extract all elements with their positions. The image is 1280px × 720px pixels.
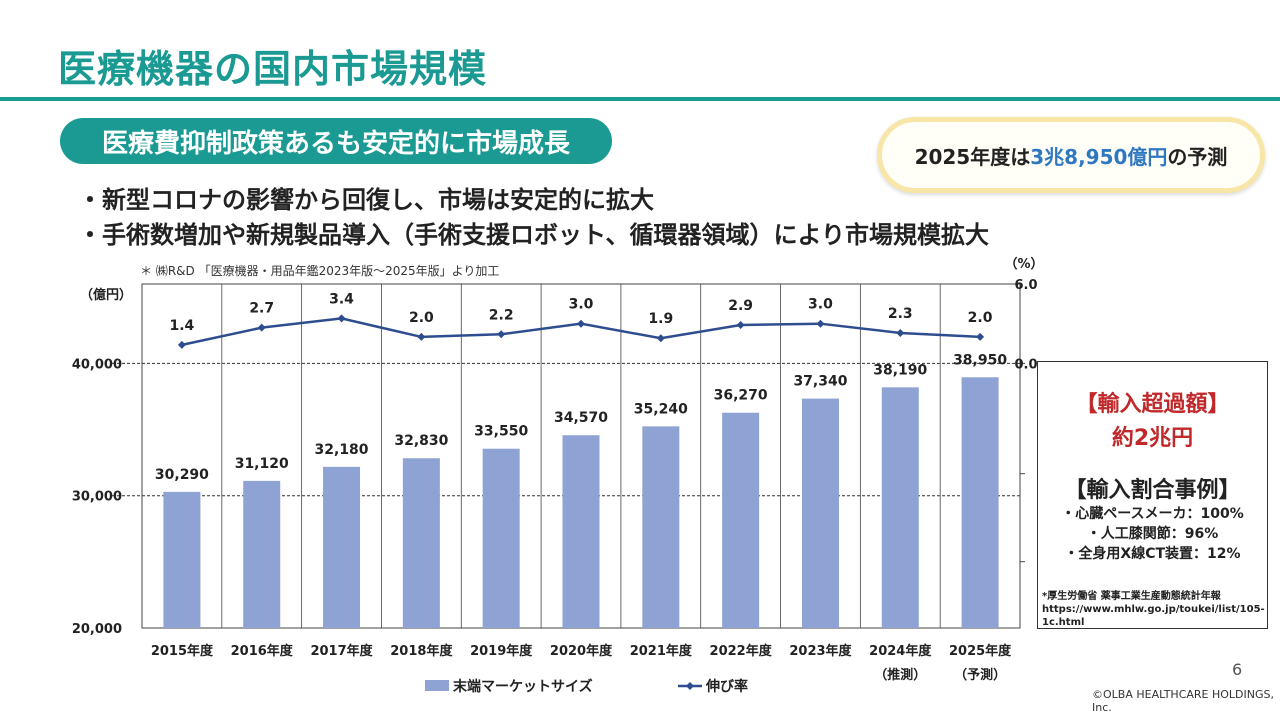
x-tick-label: 2016年度 bbox=[231, 643, 294, 659]
import-ratio-item: ・全身用X線CT装置：12% bbox=[1064, 546, 1241, 562]
bar bbox=[163, 491, 201, 628]
growth-rate-marker bbox=[976, 332, 985, 341]
y-right-tick-label: 0.0 bbox=[1014, 357, 1037, 372]
bar-data-label: 34,570 bbox=[554, 410, 608, 426]
import-sidebox: 【輸入超過額】 約2兆円 【輸入割合事例】 ・心臓ペースメーカ：100% ・人工… bbox=[1037, 361, 1268, 629]
page-number: 6 bbox=[1232, 660, 1243, 679]
bar-data-label: 32,830 bbox=[394, 433, 448, 449]
growth-rate-label: 2.2 bbox=[489, 307, 514, 323]
x-tick-label: 2025年度 bbox=[949, 643, 1012, 659]
x-tick-label: 2021年度 bbox=[630, 643, 693, 659]
legend-bar-swatch bbox=[425, 680, 449, 691]
growth-rate-marker bbox=[177, 340, 186, 349]
title-rule bbox=[0, 97, 1280, 101]
source-note: ＊ ㈱R&D 「医療機器・用品年鑑2023年版〜2025年版」より加工 bbox=[140, 264, 500, 278]
growth-rate-label: 2.0 bbox=[409, 310, 434, 326]
copyright: ©OLBA HEALTHCARE HOLDINGS, Inc. bbox=[1092, 688, 1275, 714]
y-right-axis-label: （%） bbox=[1004, 256, 1043, 272]
sidebox-source-url: https://www.mhlw.go.jp/toukei/list/105-1… bbox=[1042, 604, 1265, 628]
x-tick-label: 2015年度 bbox=[151, 643, 214, 659]
bar-data-label: 33,550 bbox=[474, 424, 528, 440]
bar-data-label: 37,340 bbox=[793, 374, 847, 390]
bar bbox=[881, 387, 919, 628]
x-tick-label: 2024年度 bbox=[869, 643, 932, 659]
growth-rate-marker bbox=[816, 319, 825, 328]
growth-rate-label: 2.3 bbox=[888, 306, 913, 322]
bar-data-label: 38,950 bbox=[953, 352, 1007, 368]
x-tick-label: 2022年度 bbox=[710, 643, 773, 659]
x-tick-label: 2023年度 bbox=[789, 643, 852, 659]
forecast-callout: 2025年度は 3兆8,950億円 の予測 bbox=[877, 117, 1265, 193]
x-tick-label: 2017年度 bbox=[310, 643, 373, 659]
import-excess-heading: 【輸入超過額】 bbox=[1075, 392, 1230, 417]
x-tick-label: 2019年度 bbox=[470, 643, 533, 659]
growth-rate-marker bbox=[257, 323, 266, 332]
growth-rate-label: 3.0 bbox=[569, 297, 594, 313]
bar-data-label: 35,240 bbox=[634, 401, 688, 417]
legend-line-marker bbox=[686, 682, 694, 690]
growth-rate-label: 3.4 bbox=[329, 291, 354, 307]
bar bbox=[961, 377, 999, 628]
y-left-tick-label: 40,000 bbox=[72, 357, 122, 372]
growth-rate-marker bbox=[656, 334, 665, 343]
y-left-axis-label: （億円） bbox=[80, 287, 132, 303]
legend-line-label: 伸び率 bbox=[705, 678, 748, 695]
bar-data-label: 30,290 bbox=[155, 467, 209, 483]
callout-suffix: の予測 bbox=[1167, 144, 1228, 169]
bullet-2: ・手術数増加や新規製品導入（手術支援ロボット、循環器領域）により市場規模拡大 bbox=[78, 221, 990, 249]
bullet-1: ・新型コロナの影響から回復し、市場は安定的に拡大 bbox=[78, 186, 654, 214]
growth-rate-label: 2.7 bbox=[249, 301, 274, 317]
growth-rate-label: 2.9 bbox=[728, 298, 753, 314]
callout-prefix: 2025年度は bbox=[914, 144, 1031, 169]
growth-rate-label: 1.4 bbox=[170, 318, 195, 334]
growth-rate-marker bbox=[497, 330, 506, 339]
x-tick-label: 2020年度 bbox=[550, 643, 613, 659]
legend-bar-label: 末端マーケットサイズ bbox=[453, 678, 593, 695]
callout-highlight: 3兆8,950億円 bbox=[1030, 144, 1168, 169]
page-title: 医療機器の国内市場規模 bbox=[58, 47, 488, 91]
x-tick-note: （予測） bbox=[954, 667, 1006, 683]
bar-data-label: 31,120 bbox=[235, 456, 289, 472]
growth-rate-marker bbox=[736, 321, 745, 330]
bar-data-label: 32,180 bbox=[315, 442, 369, 458]
sidebox-source: *厚生労働省 薬事工業生産動態統計年報 bbox=[1042, 591, 1221, 602]
bar bbox=[562, 435, 600, 628]
bar bbox=[482, 448, 520, 628]
bar bbox=[323, 466, 361, 628]
growth-rate-marker bbox=[337, 314, 346, 323]
growth-rate-marker bbox=[577, 319, 585, 328]
import-ratio-heading: 【輸入割合事例】 bbox=[1064, 478, 1241, 503]
bar bbox=[722, 412, 760, 628]
bar bbox=[243, 480, 281, 628]
growth-rate-label: 1.9 bbox=[648, 311, 673, 327]
bar bbox=[642, 426, 680, 628]
import-ratio-item: ・人工膝関節：96% bbox=[1086, 526, 1219, 542]
import-ratio-item: ・心臓ペースメーカ：100% bbox=[1061, 506, 1244, 522]
y-left-tick-label: 30,000 bbox=[72, 490, 122, 505]
growth-rate-label: 3.0 bbox=[808, 297, 833, 313]
headline-pill: 医療費抑制政策あるも安定的に市場成長 bbox=[60, 118, 612, 164]
y-right-tick-label: 6.0 bbox=[1014, 278, 1037, 293]
x-tick-label: 2018年度 bbox=[390, 643, 453, 659]
x-tick-note: （推測） bbox=[874, 667, 926, 683]
bar bbox=[402, 458, 440, 628]
import-excess-value: 約2兆円 bbox=[1111, 426, 1194, 451]
growth-rate-marker bbox=[417, 332, 426, 341]
growth-rate-label: 2.0 bbox=[968, 310, 993, 326]
bar-data-label: 36,270 bbox=[714, 388, 768, 404]
growth-rate-marker bbox=[896, 328, 905, 337]
bar-data-label: 38,190 bbox=[873, 362, 927, 378]
bar bbox=[801, 398, 839, 628]
y-left-tick-label: 20,000 bbox=[72, 622, 122, 637]
